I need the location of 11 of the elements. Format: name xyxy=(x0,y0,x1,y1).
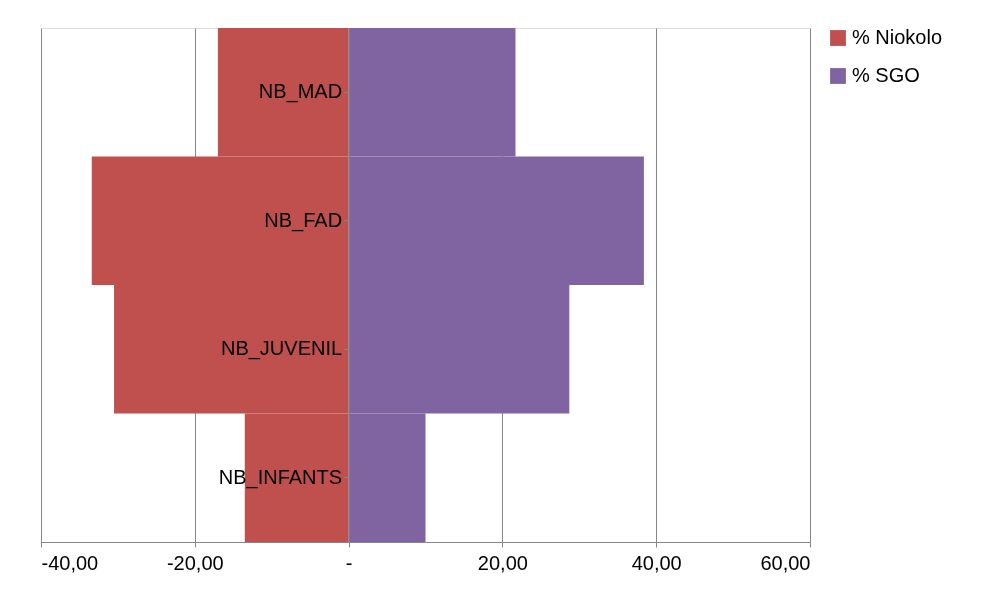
x-tick-label: 40,00 xyxy=(631,551,682,574)
legend-label: % SGO xyxy=(852,64,920,86)
x-tick-label: 60,00 xyxy=(760,551,811,574)
x-tick-label: 20,00 xyxy=(477,551,528,574)
legend-label: % Niokolo xyxy=(852,26,943,48)
y-tick-label: NB_FAD xyxy=(264,208,343,232)
y-tick-label: NB_MAD xyxy=(258,80,343,104)
x-tick-label: -20,00 xyxy=(166,551,224,574)
x-tick-label: -40,00 xyxy=(41,551,99,574)
y-tick-label: NB_JUVENIL xyxy=(220,337,343,361)
x-tick-label: - xyxy=(345,551,353,574)
